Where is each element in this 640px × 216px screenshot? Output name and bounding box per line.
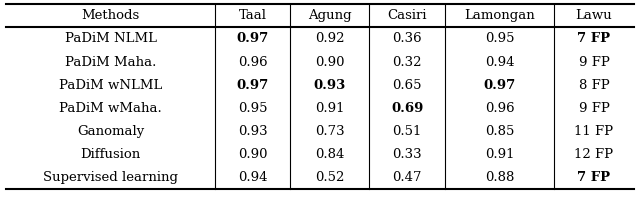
Text: Diffusion: Diffusion xyxy=(81,148,141,161)
Text: 8 FP: 8 FP xyxy=(579,79,609,92)
Text: 7 FP: 7 FP xyxy=(577,32,611,46)
Text: 0.69: 0.69 xyxy=(391,102,424,115)
Text: 0.91: 0.91 xyxy=(485,148,515,161)
Text: 0.97: 0.97 xyxy=(236,32,269,46)
Text: Ganomaly: Ganomaly xyxy=(77,125,144,138)
Text: 0.33: 0.33 xyxy=(392,148,422,161)
Text: 0.97: 0.97 xyxy=(236,79,269,92)
Text: 7 FP: 7 FP xyxy=(577,171,611,184)
Text: Supervised learning: Supervised learning xyxy=(43,171,178,184)
Text: 9 FP: 9 FP xyxy=(579,56,609,69)
Text: Lamongan: Lamongan xyxy=(465,9,535,22)
Text: 0.73: 0.73 xyxy=(315,125,345,138)
Text: 0.95: 0.95 xyxy=(485,32,515,46)
Text: 0.32: 0.32 xyxy=(392,56,422,69)
Text: PaDiM wNLML: PaDiM wNLML xyxy=(59,79,163,92)
Text: 0.36: 0.36 xyxy=(392,32,422,46)
Text: Taal: Taal xyxy=(239,9,266,22)
Text: Lawu: Lawu xyxy=(575,9,612,22)
Text: 0.65: 0.65 xyxy=(392,79,422,92)
Text: 0.94: 0.94 xyxy=(485,56,515,69)
Text: PaDiM Maha.: PaDiM Maha. xyxy=(65,56,156,69)
Text: PaDiM NLML: PaDiM NLML xyxy=(65,32,157,46)
Text: 0.51: 0.51 xyxy=(392,125,422,138)
Text: 0.92: 0.92 xyxy=(315,32,344,46)
Text: 0.93: 0.93 xyxy=(237,125,268,138)
Text: 0.93: 0.93 xyxy=(314,79,346,92)
Text: 0.96: 0.96 xyxy=(237,56,268,69)
Text: 9 FP: 9 FP xyxy=(579,102,609,115)
Text: 0.96: 0.96 xyxy=(485,102,515,115)
Text: 0.52: 0.52 xyxy=(316,171,344,184)
Text: 0.90: 0.90 xyxy=(238,148,268,161)
Text: 0.97: 0.97 xyxy=(484,79,516,92)
Text: 0.47: 0.47 xyxy=(392,171,422,184)
Text: 0.84: 0.84 xyxy=(316,148,344,161)
Text: 0.88: 0.88 xyxy=(485,171,515,184)
Text: Methods: Methods xyxy=(81,9,140,22)
Text: Agung: Agung xyxy=(308,9,352,22)
Text: 0.90: 0.90 xyxy=(315,56,344,69)
Text: 12 FP: 12 FP xyxy=(575,148,614,161)
Text: 0.95: 0.95 xyxy=(238,102,268,115)
Text: 0.91: 0.91 xyxy=(315,102,344,115)
Text: Casiri: Casiri xyxy=(387,9,427,22)
Text: 11 FP: 11 FP xyxy=(575,125,614,138)
Text: 0.85: 0.85 xyxy=(485,125,515,138)
Text: 0.94: 0.94 xyxy=(238,171,268,184)
Text: PaDiM wMaha.: PaDiM wMaha. xyxy=(60,102,162,115)
